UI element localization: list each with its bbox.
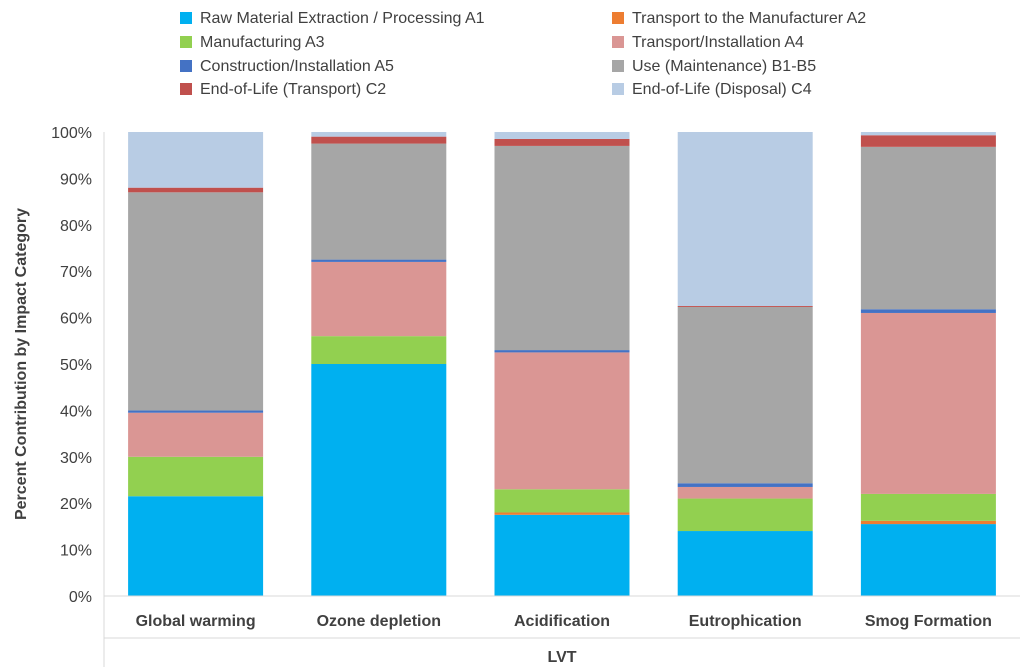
bar-segment — [860, 493, 996, 521]
bar-segment — [494, 514, 630, 596]
legend-swatch — [180, 12, 192, 24]
bar-segment — [860, 524, 996, 596]
bar-segment — [494, 145, 630, 351]
bar-segment — [311, 336, 447, 364]
bar-stack — [494, 132, 630, 596]
bar-segment — [860, 312, 996, 494]
legend-swatch — [180, 36, 192, 48]
bar-segment — [311, 364, 447, 596]
bar-segment — [128, 412, 264, 457]
legend-swatch — [180, 60, 192, 72]
bar-segment — [494, 512, 630, 515]
bar-segment — [494, 352, 630, 490]
bar-segment — [128, 456, 264, 497]
legend-label: End-of-Life (Disposal) C4 — [632, 81, 812, 98]
legend-label: Construction/Installation A5 — [200, 58, 394, 75]
legend-label: End-of-Life (Transport) C2 — [200, 81, 386, 98]
legend-item: End-of-Life (Disposal) C4 — [612, 81, 812, 98]
y-tick-label: 100% — [51, 125, 92, 142]
bar-segment — [311, 259, 447, 262]
bar-segment — [677, 498, 813, 532]
y-tick-label: 10% — [60, 543, 92, 560]
x-tick-label: Eutrophication — [689, 613, 802, 630]
legend-item: Transport/Installation A4 — [612, 34, 804, 51]
legend: Raw Material Extraction / Processing A1 T… — [180, 10, 866, 98]
x-tick-label: Smog Formation — [865, 613, 992, 630]
bar-segment — [128, 192, 264, 411]
bar-segment — [677, 531, 813, 596]
bars — [128, 132, 996, 596]
y-tick-label: 60% — [60, 311, 92, 328]
y-tick-label: 40% — [60, 403, 92, 420]
legend-label: Transport/Installation A4 — [632, 34, 804, 51]
legend-swatch — [180, 83, 192, 95]
bar-stack — [860, 132, 996, 596]
bar-segment — [677, 306, 813, 484]
y-tick-label: 90% — [60, 171, 92, 188]
legend-item: End-of-Life (Transport) C2 — [180, 81, 386, 98]
bar-segment — [677, 306, 813, 307]
bar-segment — [128, 496, 264, 596]
legend-label: Transport to the Manufacturer A2 — [632, 10, 866, 27]
y-tick-label: 20% — [60, 496, 92, 513]
x-tick-label: Acidification — [514, 613, 610, 630]
legend-label: Raw Material Extraction / Processing A1 — [200, 10, 485, 27]
legend-swatch — [612, 60, 624, 72]
bar-segment — [311, 136, 447, 144]
legend-swatch — [612, 36, 624, 48]
legend-swatch — [612, 12, 624, 24]
bar-segment — [494, 489, 630, 513]
legend-item: Manufacturing A3 — [180, 34, 325, 51]
legend-item: Transport to the Manufacturer A2 — [612, 10, 866, 27]
bar-segment — [860, 146, 996, 310]
y-axis-ticks: 0% 10% 20% 30% 40% 50% 60% 70% 80% 90% 100% — [51, 125, 92, 606]
bar-segment — [860, 135, 996, 147]
bar-segment — [494, 132, 630, 139]
bar-segment — [677, 486, 813, 499]
bar-segment — [128, 132, 264, 188]
x-axis-title: LVT — [547, 649, 576, 666]
legend-item: Raw Material Extraction / Processing A1 — [180, 10, 485, 27]
x-tick-label: Ozone depletion — [317, 613, 441, 630]
legend-swatch — [612, 83, 624, 95]
bar-stack — [128, 132, 264, 596]
y-tick-label: 30% — [60, 450, 92, 467]
bar-segment — [128, 410, 264, 413]
legend-label: Manufacturing A3 — [200, 34, 325, 51]
y-tick-label: 80% — [60, 218, 92, 235]
bar-segment — [860, 132, 996, 136]
y-axis-title: Percent Contribution by Impact Category — [13, 208, 30, 520]
bar-segment — [494, 350, 630, 353]
y-tick-label: 50% — [60, 357, 92, 374]
legend-item: Construction/Installation A5 — [180, 58, 394, 75]
legend-item: Use (Maintenance) B1-B5 — [612, 58, 816, 75]
bar-segment — [311, 261, 447, 337]
bar-stack — [677, 132, 813, 596]
x-axis-categories: Global warming Ozone depletion Acidificati… — [136, 613, 992, 630]
bar-segment — [494, 138, 630, 146]
bar-segment — [311, 132, 447, 137]
bar-segment — [860, 309, 996, 313]
y-tick-label: 70% — [60, 264, 92, 281]
bar-segment — [860, 520, 996, 525]
x-tick-label: Global warming — [136, 613, 256, 630]
y-tick-label: 0% — [69, 589, 92, 606]
bar-segment — [311, 143, 447, 260]
bar-segment — [128, 187, 264, 193]
bar-stack — [311, 132, 447, 596]
bar-segment — [677, 483, 813, 487]
bar-segment — [677, 132, 813, 306]
legend-label: Use (Maintenance) B1-B5 — [632, 58, 816, 75]
axes — [103, 132, 1020, 667]
